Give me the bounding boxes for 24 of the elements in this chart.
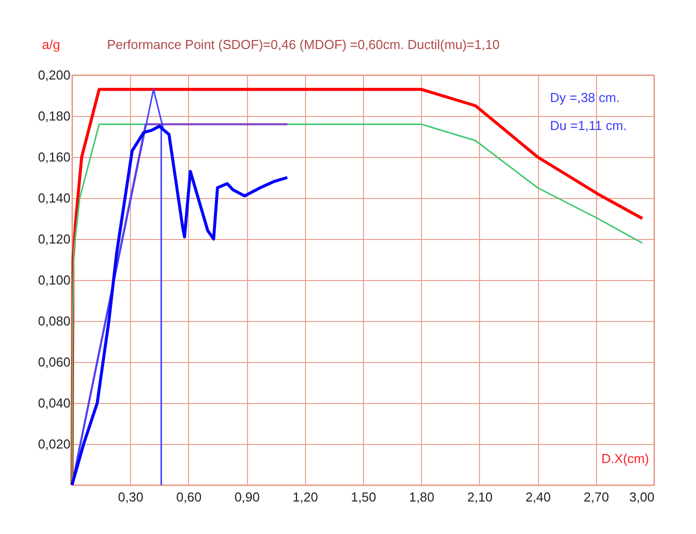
chart-title: Performance Point (SDOF)=0,46 (MDOF) =0,60cm. Ductil(mu)=1,10: [107, 37, 500, 52]
x-tick-label: 0,30: [118, 490, 144, 504]
x-tick-label: 1,20: [292, 490, 318, 504]
y-axis-title: a/g: [42, 37, 60, 52]
y-tick-label: 0,140: [38, 190, 70, 206]
annotation: Dy =,38 cm.: [550, 90, 620, 105]
y-tick-label: 0,100: [38, 272, 70, 288]
y-tick-label: 0,200: [38, 68, 70, 82]
x-tick-label: 1,80: [409, 490, 434, 504]
x-axis-title: D.X(cm): [601, 451, 649, 466]
x-tick-label: 2,40: [525, 490, 551, 504]
x-tick-label: 0,60: [176, 490, 202, 504]
x-tick-label: 2,10: [467, 490, 493, 504]
y-tick-label: 0,060: [38, 354, 70, 370]
y-tick-label: 0,020: [38, 436, 70, 452]
x-tick-label: 3,00: [629, 490, 654, 504]
x-tick-label: 2,70: [584, 490, 609, 504]
y-tick-label: 0,080: [38, 314, 70, 328]
x-tick-label: 1,50: [350, 490, 376, 504]
x-tick-label: 0,90: [234, 490, 260, 504]
y-tick-label: 0,180: [38, 108, 70, 124]
y-tick-label: 0,160: [38, 150, 70, 164]
y-tick-label: 0,040: [38, 396, 70, 410]
y-tick-label: 0,120: [38, 232, 70, 246]
